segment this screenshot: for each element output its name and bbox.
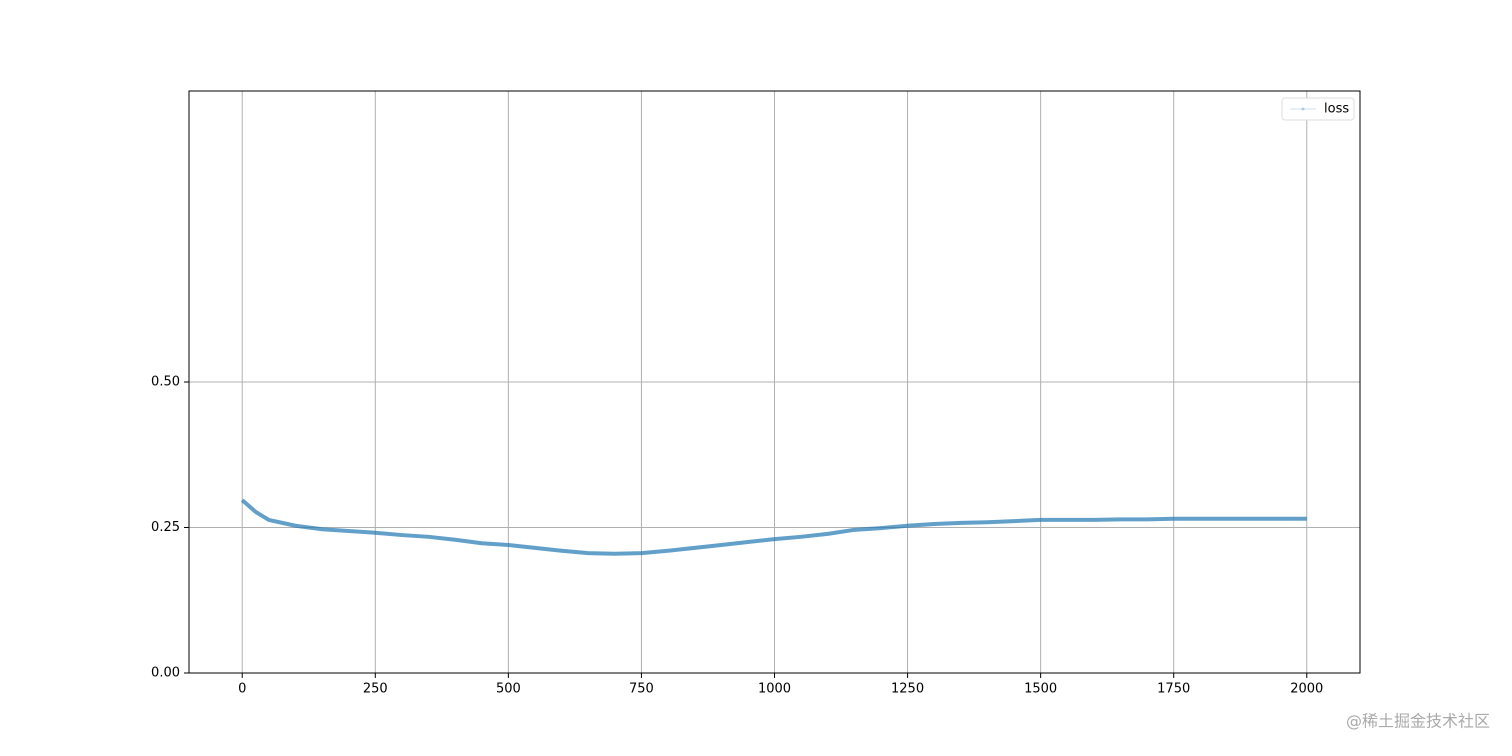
plot-frame — [188, 90, 1361, 674]
x-tick-label: 1500 — [1024, 682, 1057, 697]
x-tick-label: 0 — [238, 682, 246, 697]
x-tick-label: 500 — [496, 682, 521, 697]
loss-line — [240, 498, 1307, 556]
x-tick-label: 1250 — [891, 682, 924, 697]
watermark: @稀土掘金技术社区 — [1346, 712, 1490, 731]
x-tick-label: 250 — [363, 682, 388, 697]
x-tick-label: 1000 — [758, 682, 791, 697]
legend-marker — [1301, 107, 1305, 111]
y-tick-label: 0.50 — [151, 375, 180, 390]
x-tick-label: 750 — [629, 682, 654, 697]
x-tick-label: 1750 — [1157, 682, 1190, 697]
legend-box — [1281, 97, 1355, 121]
y-tick-label: 0.25 — [151, 520, 180, 535]
legend-label: loss — [1324, 102, 1349, 117]
y-tick-label: 0.00 — [151, 666, 180, 681]
x-tick-label: 2000 — [1290, 682, 1323, 697]
